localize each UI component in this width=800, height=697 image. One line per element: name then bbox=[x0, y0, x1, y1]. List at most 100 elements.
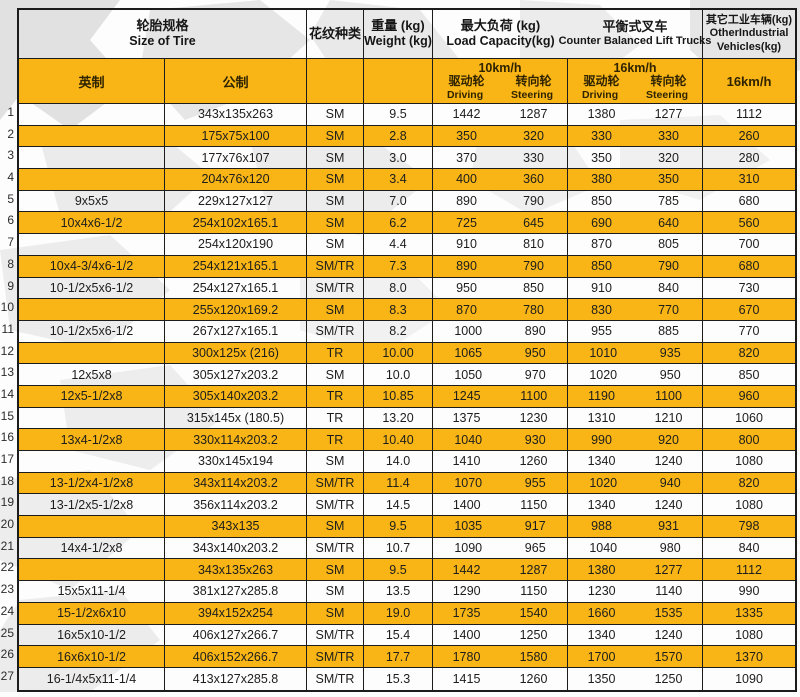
steering-wheel-en: Steering bbox=[511, 89, 554, 102]
cell-weight: 13.5 bbox=[364, 581, 433, 602]
cell-pattern-type: TR bbox=[307, 429, 364, 450]
cell-metric-size: 381x127x285.8 bbox=[165, 581, 307, 602]
cell-metric-size: 343x135x263 bbox=[165, 559, 307, 581]
cell-other-industrial: 1090 bbox=[735, 671, 763, 686]
table-row: 12x5x8 305x127x203.2 SM 10.0 1050 970 1020 950 8… bbox=[19, 364, 795, 386]
cell-load-capacity: 1375 1230 bbox=[433, 407, 568, 429]
cell-metric-size: 175x75x100 bbox=[165, 125, 307, 147]
driving-value: 1415 bbox=[452, 671, 481, 686]
table-row: 12x5-1/2x8 305x140x203.2 TR 10.85 1245 1100 11… bbox=[19, 385, 795, 408]
driving-value: 910 bbox=[456, 237, 477, 252]
steering-value: 850 bbox=[523, 280, 544, 295]
header-weight-zh: 重量 (kg) bbox=[371, 18, 425, 34]
steering-value: 1140 bbox=[655, 584, 683, 599]
header-size-of-tire: 轮胎规格 Size of Tire bbox=[19, 10, 307, 58]
steering-value: 640 bbox=[658, 215, 679, 230]
cell-counter-balanced: 955 885 bbox=[568, 320, 703, 342]
cell-other-industrial: 800 bbox=[738, 432, 760, 447]
cell-counter-balanced: 1380 1277 bbox=[568, 104, 703, 125]
cell-load-capacity: 1442 1287 bbox=[433, 559, 568, 581]
cell-pattern-type: SM bbox=[307, 169, 364, 190]
driving-value: 1340 bbox=[587, 497, 616, 512]
cell-metric-size: 343x140x203.2 bbox=[165, 537, 307, 559]
cell-load-capacity: 1400 1250 bbox=[433, 624, 568, 646]
table-row: 204x76x120 SM 3.4 400 360 380 350 310 bbox=[19, 169, 795, 191]
header-other-en2: Vehicles(kg) bbox=[716, 40, 782, 53]
driving-value: 330 bbox=[591, 129, 612, 144]
cell-other-industrial: 280 bbox=[738, 150, 760, 165]
table-row: 16x5x10-1/2 406x127x266.7 SM/TR 15.4 1400 125… bbox=[19, 624, 795, 647]
steering-value: 1210 bbox=[654, 410, 683, 425]
driving-value: 400 bbox=[456, 172, 477, 187]
table-row: 343x135 SM 9.5 1035 917 988 931 798 bbox=[19, 516, 795, 538]
cell-load-capacity: 1415 1260 bbox=[433, 667, 568, 690]
cell-other-industrial: 850 bbox=[738, 367, 760, 382]
table-row: 343x135x263 SM 9.5 1442 1287 1380 1277 1112 bbox=[19, 104, 795, 126]
table-row: 15-1/2x6x10 394x152x254 SM 19.0 1735 1540 1660… bbox=[19, 602, 795, 625]
steering-value: 950 bbox=[524, 345, 546, 360]
driving-value: 350 bbox=[456, 129, 477, 144]
driving-value: 1090 bbox=[454, 541, 483, 556]
header-other-zh: 其它工业车辆(kg) bbox=[705, 14, 793, 27]
steering-value: 1250 bbox=[654, 671, 683, 686]
cell-metric-size: 254x120x190 bbox=[165, 234, 307, 255]
driving-value: 850 bbox=[591, 194, 612, 209]
cell-counter-balanced: 1230 1140 bbox=[568, 581, 703, 602]
cell-other-industrial: 680 bbox=[738, 194, 760, 209]
cell-counter-balanced: 350 320 bbox=[568, 147, 703, 169]
steering-value: 790 bbox=[658, 259, 679, 274]
cell-english-size bbox=[19, 299, 165, 320]
cell-load-capacity: 1040 930 bbox=[433, 429, 568, 450]
header-counter-balanced: 平衡式叉车 Counter Balanced Lift Trucks bbox=[559, 10, 711, 58]
cell-pattern-type: SM/TR bbox=[307, 537, 364, 559]
cell-weight: 6.2 bbox=[364, 212, 433, 234]
cell-other-industrial: 700 bbox=[738, 237, 760, 252]
cell-english-size: 10-1/2x5x6-1/2 bbox=[19, 277, 165, 299]
row-number: 4 bbox=[7, 170, 14, 185]
header-pattern-label: 花纹种类 bbox=[308, 25, 361, 41]
steering-value: 935 bbox=[659, 345, 681, 360]
driving-value: 830 bbox=[591, 302, 612, 317]
subheader-weight-empty bbox=[364, 59, 433, 103]
cell-metric-size: 330x145x194 bbox=[165, 451, 307, 472]
cell-weight: 9.5 bbox=[364, 559, 433, 581]
cell-metric-size: 267x127x165.1 bbox=[165, 320, 307, 342]
driving-value: 1035 bbox=[454, 519, 483, 534]
cell-english-size bbox=[19, 234, 165, 255]
driving-value: 1380 bbox=[587, 107, 616, 122]
cell-load-capacity: 1050 970 bbox=[433, 364, 568, 385]
driving-wheel-en: Driving bbox=[581, 89, 619, 102]
row-number: 11 bbox=[1, 321, 14, 336]
cell-weight: 9.5 bbox=[364, 104, 433, 125]
steering-value: 810 bbox=[523, 237, 544, 252]
row-number: 5 bbox=[7, 191, 14, 206]
driving-value: 988 bbox=[591, 519, 612, 534]
subheader-imperial: 英制 bbox=[19, 59, 165, 103]
cell-english-size bbox=[19, 125, 165, 147]
cell-counter-balanced: 1340 1240 bbox=[568, 451, 703, 472]
cell-other-industrial: 840 bbox=[738, 541, 760, 556]
cell-pattern-type: SM/TR bbox=[307, 624, 364, 646]
cell-weight: 17.7 bbox=[364, 646, 433, 667]
cell-english-size: 13-1/2x4-1/2x8 bbox=[19, 472, 165, 494]
cell-weight: 10.40 bbox=[364, 429, 433, 450]
row-number: 12 bbox=[0, 343, 14, 358]
cell-english-size: 13-1/2x5-1/2x8 bbox=[19, 494, 165, 516]
cell-load-capacity: 910 810 bbox=[433, 234, 568, 255]
cell-english-size bbox=[19, 104, 165, 125]
steering-value: 980 bbox=[659, 541, 681, 556]
cell-pattern-type: SM bbox=[307, 104, 364, 125]
row-number: 24 bbox=[0, 603, 14, 618]
row-number: 6 bbox=[7, 213, 14, 228]
cell-other-industrial: 1080 bbox=[735, 497, 763, 512]
driving-value: 870 bbox=[456, 302, 477, 317]
header-pattern-type: 花纹种类 bbox=[307, 10, 364, 58]
driving-value: 1340 bbox=[587, 627, 616, 642]
cell-english-size bbox=[19, 342, 165, 364]
driving-wheel-zh: 驱动轮 bbox=[583, 74, 620, 89]
cell-other-industrial: 1112 bbox=[736, 562, 762, 577]
cell-weight: 7.3 bbox=[364, 255, 433, 277]
driving-value: 870 bbox=[591, 237, 612, 252]
cell-other-industrial: 1112 bbox=[736, 107, 762, 122]
cell-other-industrial: 1370 bbox=[735, 649, 763, 664]
